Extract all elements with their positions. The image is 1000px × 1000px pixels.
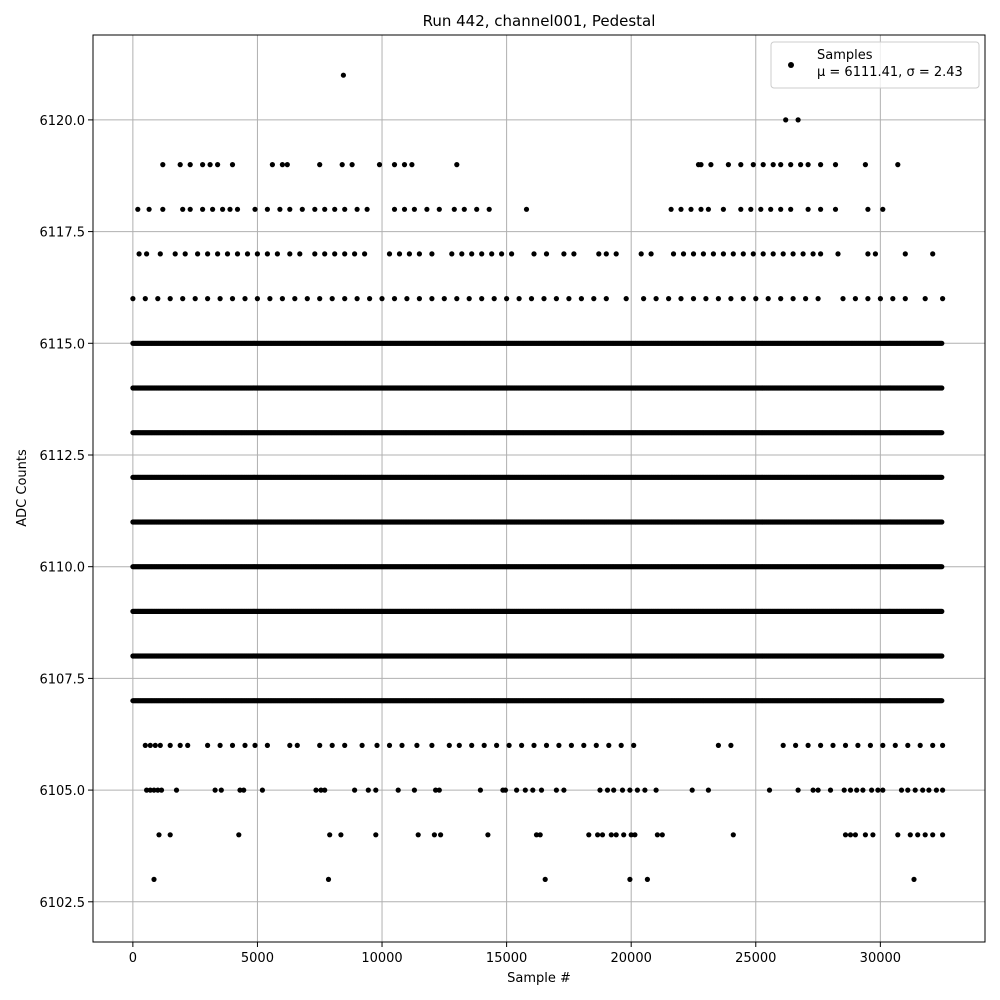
chart-title: Run 442, channel001, Pedestal [423,12,656,30]
data-point [939,698,945,704]
data-point [939,519,945,525]
data-point [939,608,945,615]
data-point [939,474,945,480]
data-point [939,653,945,659]
data-points [130,72,946,883]
data-point [939,564,945,570]
